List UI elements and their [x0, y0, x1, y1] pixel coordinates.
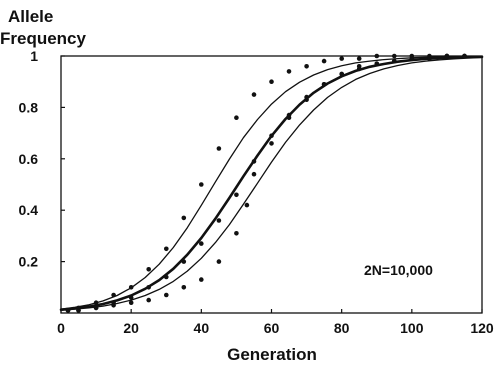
series-line: [60, 56, 483, 311]
data-point: [181, 259, 187, 264]
y-tick-label: 0.6: [19, 151, 39, 167]
data-point: [199, 241, 204, 246]
data-point: [93, 300, 99, 306]
data-point: [462, 53, 467, 59]
data-point: [374, 53, 380, 59]
x-tick-label: 40: [194, 320, 210, 336]
data-point: [164, 274, 169, 280]
x-tick-label: 20: [123, 320, 139, 336]
data-point: [286, 69, 292, 74]
x-tick-label: 0: [57, 320, 65, 336]
data-point: [427, 56, 432, 61]
y-tick-label: 1: [30, 48, 38, 64]
data-point: [269, 79, 274, 84]
data-point: [374, 61, 380, 66]
data-point: [269, 133, 274, 138]
data-point: [234, 192, 239, 198]
data-point: [128, 300, 134, 306]
data-point: [164, 292, 169, 298]
data-point: [409, 56, 415, 61]
data-point: [251, 171, 257, 177]
y-axis-label-line-1: Allele: [8, 7, 53, 26]
data-point: [251, 92, 257, 97]
x-axis: 0 20 40 60 80 100 120: [57, 309, 494, 336]
data-point: [304, 64, 309, 69]
data-point: [251, 159, 257, 164]
x-tick-label: 60: [264, 320, 280, 336]
data-point: [269, 141, 274, 146]
data-point: [304, 94, 309, 100]
data-point: [199, 182, 204, 187]
data-point: [111, 303, 116, 308]
data-point: [321, 82, 327, 87]
data-point: [146, 267, 151, 272]
data-point: [356, 66, 362, 72]
data-point: [356, 56, 362, 61]
data-point: [65, 308, 71, 313]
data-point: [216, 146, 222, 151]
y-axis-label-line-2: Frequency: [0, 29, 87, 48]
data-point: [321, 58, 327, 64]
data-point: [181, 215, 187, 221]
data-point: [146, 285, 151, 290]
x-tick-label: 100: [400, 320, 424, 336]
data-point: [76, 308, 81, 313]
y-tick-label: 0.8: [19, 99, 39, 115]
data-point: [128, 295, 134, 300]
population-size-annotation: 2N=10,000: [364, 262, 433, 278]
x-tick-label: 80: [334, 320, 350, 336]
data-point: [181, 285, 187, 290]
y-tick-label: 0.4: [19, 202, 39, 218]
data-point: [216, 218, 222, 223]
data-point: [286, 115, 292, 120]
data-point: [234, 115, 239, 120]
data-markers: [65, 53, 467, 313]
data-point: [146, 297, 151, 303]
data-point: [164, 246, 169, 252]
data-point: [244, 202, 250, 208]
data-point: [199, 277, 204, 282]
data-point: [339, 56, 345, 61]
data-point: [111, 292, 116, 298]
data-point: [216, 259, 222, 264]
data-point: [339, 71, 345, 77]
data-point: [234, 231, 239, 236]
x-axis-label: Generation: [227, 345, 317, 364]
y-tick-label: 0.2: [19, 254, 39, 270]
y-axis: 0.2 0.4 0.6 0.8 1: [19, 48, 65, 270]
data-point: [93, 305, 99, 311]
data-point: [128, 285, 134, 290]
data-point: [392, 58, 397, 64]
data-point: [392, 53, 397, 59]
data-point: [444, 53, 450, 59]
x-tick-label: 120: [470, 320, 494, 336]
